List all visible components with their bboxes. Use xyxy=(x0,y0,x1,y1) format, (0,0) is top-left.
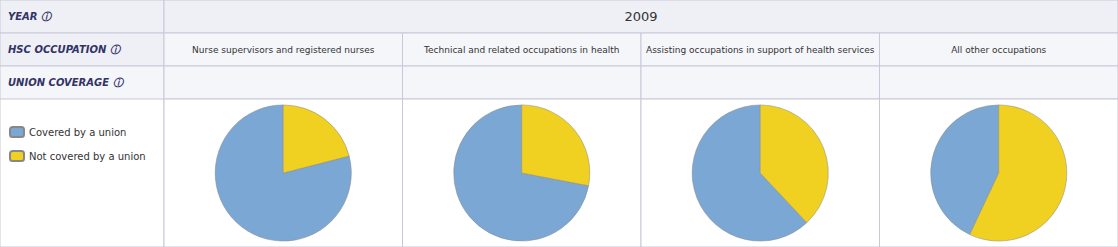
svg-text:HSC OCCUPATION ⓘ: HSC OCCUPATION ⓘ xyxy=(8,44,122,55)
svg-text:YEAR ⓘ: YEAR ⓘ xyxy=(8,11,53,22)
svg-text:UNION COVERAGE ⓘ: UNION COVERAGE ⓘ xyxy=(8,77,125,88)
svg-text:Covered by a union: Covered by a union xyxy=(29,127,126,138)
svg-text:All other occupations: All other occupations xyxy=(951,45,1046,55)
svg-text:Assisting occupations in suppo: Assisting occupations in support of heal… xyxy=(646,45,875,55)
svg-text:Not covered by a union: Not covered by a union xyxy=(29,151,146,162)
svg-text:Technical and related occupati: Technical and related occupations in hea… xyxy=(423,45,619,55)
svg-text:2009: 2009 xyxy=(624,9,657,24)
svg-text:Nurse supervisors and register: Nurse supervisors and registered nurses xyxy=(192,45,375,55)
